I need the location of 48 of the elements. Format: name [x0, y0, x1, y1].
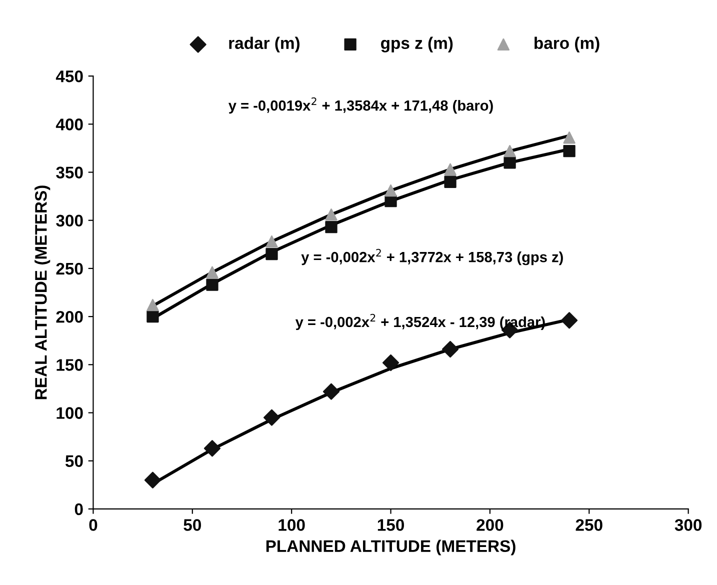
point [563, 132, 576, 144]
y-tick-label: 50 [65, 455, 83, 468]
legend-label: baro (m) [534, 36, 600, 52]
point [325, 208, 338, 221]
y-tick-label: 300 [56, 214, 83, 227]
x-axis-title: PLANNED ALTITUDE (METERS) [266, 540, 516, 556]
y-axis-title: REAL ALTITUDE (METERS) [34, 186, 50, 400]
point [442, 340, 459, 358]
point [384, 184, 397, 197]
x-tick-label: 50 [184, 519, 201, 531]
point [263, 409, 280, 426]
y-tick-label: 100 [56, 407, 83, 419]
point [504, 156, 516, 169]
point [322, 383, 340, 400]
point [504, 145, 516, 158]
point [144, 472, 162, 488]
annotation: y = -0,002x$^{2}$ + 1,3772x + 158,73 (gps z) [301, 248, 563, 266]
point [444, 176, 456, 188]
point [325, 221, 338, 234]
point [560, 312, 578, 329]
y-tick-label: 0 [74, 503, 83, 516]
point [146, 298, 159, 312]
x-tick-label: 300 [674, 519, 702, 531]
annotation: y = -0,0019x$^{2}$ + 1,3584x + 171,48 (baro) [228, 97, 493, 114]
x-tick-label: 250 [576, 519, 602, 531]
y-tick-label: 450 [56, 70, 83, 82]
point [382, 354, 400, 372]
x-tick-label: 150 [378, 519, 404, 531]
annotation: y = -0,002x$^{2}$ + 1,3524x - 12,39 (radar) [295, 314, 545, 330]
legend-label: gps z (m) [381, 36, 453, 52]
y-tick-label: 150 [56, 359, 83, 371]
x-tick-label: 200 [476, 519, 504, 531]
x-tick-label: 100 [278, 519, 305, 531]
point [206, 278, 218, 291]
x-tick-label: 0 [89, 519, 98, 531]
point [563, 145, 576, 158]
point [266, 235, 278, 248]
point [206, 266, 218, 278]
point [384, 195, 397, 208]
legend-label: radar (m) [229, 36, 300, 52]
y-tick-label: 200 [56, 310, 83, 323]
point [204, 440, 221, 457]
y-tick-label: 250 [56, 262, 83, 275]
point [146, 310, 159, 323]
y-tick-label: 400 [56, 118, 83, 130]
point [266, 248, 278, 260]
y-tick-label: 350 [56, 166, 83, 178]
point [444, 163, 456, 176]
